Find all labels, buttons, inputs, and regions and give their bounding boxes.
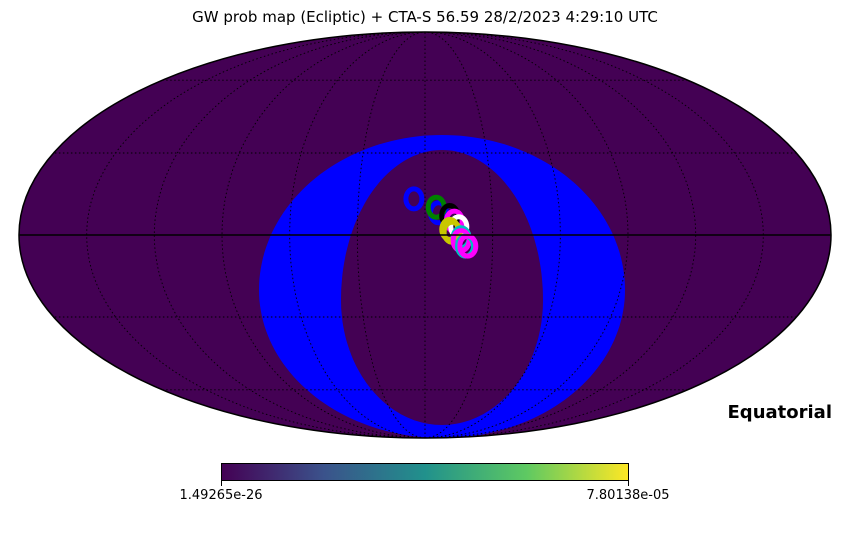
visibility-band — [259, 135, 625, 438]
graticule-line — [356, 32, 426, 438]
colorbar-max-label: 7.80138e-05 — [586, 488, 670, 503]
colorbar — [221, 463, 629, 481]
colorbar-max-tick — [628, 481, 629, 486]
pointing-marker — [457, 233, 479, 259]
graticule-line — [86, 32, 426, 438]
pointing-markers — [403, 186, 479, 259]
graticule-line — [153, 32, 426, 438]
colorbar-min-label: 1.49265e-26 — [179, 488, 263, 503]
pointing-marker — [403, 186, 425, 212]
chart-title: GW prob map (Ecliptic) + CTA-S 56.59 28/… — [192, 8, 658, 26]
graticule-line — [424, 32, 494, 438]
coordinate-system-label: Equatorial — [727, 402, 832, 423]
graticule-line — [424, 32, 764, 438]
colorbar-min-tick — [221, 481, 222, 486]
graticule-line — [424, 32, 697, 438]
